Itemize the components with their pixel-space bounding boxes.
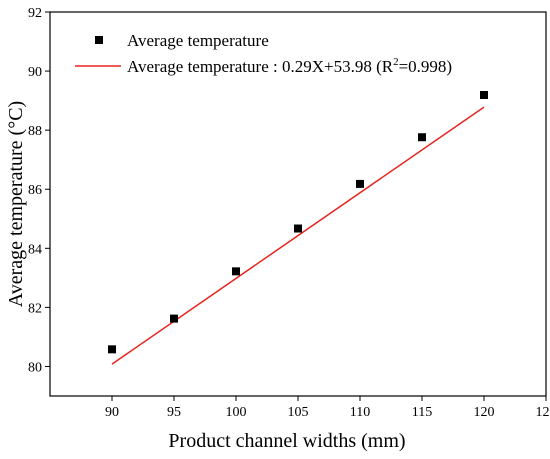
y-tick-label: 88 xyxy=(28,124,42,139)
y-tick-label: 90 xyxy=(28,65,42,80)
y-tick-label: 80 xyxy=(28,360,42,375)
x-tick-label: 110 xyxy=(350,405,370,420)
data-point xyxy=(480,91,488,100)
data-point xyxy=(356,179,364,188)
y-axis-title: Average temperature (°C) xyxy=(5,101,27,307)
x-tick-label: 100 xyxy=(226,405,247,420)
y-axis: 80 82 84 86 88 90 92 xyxy=(28,6,50,375)
y-tick-label: 86 xyxy=(28,183,42,198)
x-axis-title: Product channel widths (mm) xyxy=(168,430,405,452)
data-point xyxy=(108,345,116,354)
data-point xyxy=(170,314,178,323)
data-point xyxy=(418,133,426,142)
plot-area xyxy=(108,91,488,365)
x-tick-label: 125 xyxy=(536,405,550,420)
x-tick-label: 105 xyxy=(288,405,309,420)
legend-marker-scatter xyxy=(95,36,103,44)
x-tick-label: 120 xyxy=(474,405,495,420)
x-tick-label: 90 xyxy=(105,405,119,420)
legend-label-fit-sup: 2 xyxy=(393,56,399,68)
y-tick-label: 84 xyxy=(28,242,42,257)
legend-label-fit: Average temperature : 0.29X+53.98 (R2=0.… xyxy=(127,56,452,76)
x-axis: 90 95 100 105 110 115 120 125 xyxy=(105,396,550,420)
data-point xyxy=(232,267,240,276)
legend: Average temperature Average temperature … xyxy=(75,31,452,76)
x-tick-label: 95 xyxy=(167,405,181,420)
x-tick-label: 115 xyxy=(412,405,432,420)
y-tick-label: 92 xyxy=(28,6,42,21)
legend-label-fit-main: Average temperature : 0.29X+53.98 (R xyxy=(127,57,394,76)
legend-label-fit-suffix: =0.998) xyxy=(399,57,453,76)
data-point xyxy=(294,224,302,233)
legend-label-scatter: Average temperature xyxy=(127,31,269,50)
y-tick-label: 82 xyxy=(28,301,42,316)
fit-line xyxy=(111,106,485,365)
